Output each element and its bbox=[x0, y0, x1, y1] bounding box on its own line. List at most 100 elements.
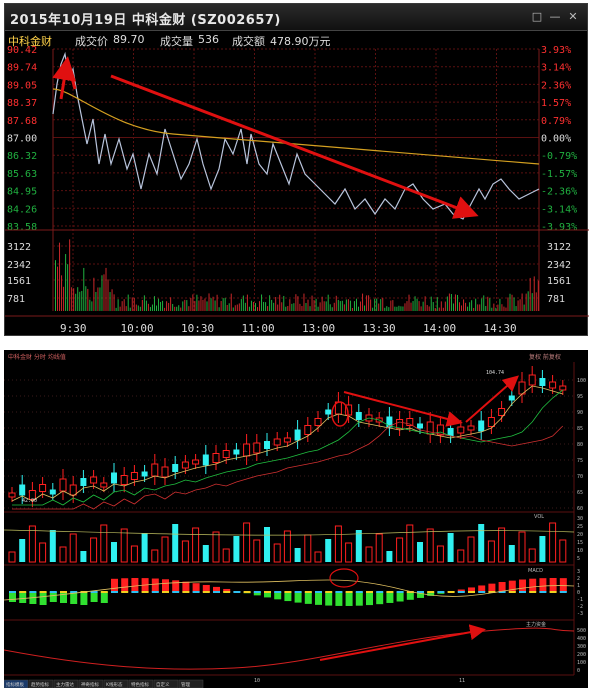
macd-bar-positive bbox=[457, 589, 465, 592]
macd-bar-negative bbox=[355, 592, 363, 606]
time-tick-label: 13:30 bbox=[363, 322, 396, 335]
candle-down bbox=[80, 478, 87, 486]
volume-bar-up bbox=[559, 539, 567, 563]
volume-bar-up bbox=[334, 525, 342, 563]
volume-bar bbox=[200, 296, 202, 311]
volume-bar bbox=[414, 296, 416, 311]
close-button[interactable]: ✕ bbox=[566, 10, 580, 24]
volume-bar bbox=[333, 302, 335, 311]
volume-bar-up bbox=[396, 537, 404, 563]
volume-bar-up bbox=[304, 534, 312, 563]
stock-name: 中科金财 bbox=[8, 35, 52, 48]
macd-zero-tick bbox=[488, 591, 496, 593]
volume-bar bbox=[315, 298, 317, 311]
volume-bar bbox=[198, 300, 200, 311]
candle-up bbox=[222, 450, 230, 458]
kline-chart-canvas: 中科金财 分时 均线值 复权 前复权10095908580757065603025… bbox=[4, 353, 586, 688]
volume-bar bbox=[271, 299, 273, 311]
price-tick-label: 87.68 bbox=[7, 116, 37, 127]
annotation-arrow-up bbox=[52, 56, 76, 100]
candle-up bbox=[59, 478, 67, 492]
volume-bar bbox=[103, 274, 105, 311]
volume-bar bbox=[448, 293, 450, 311]
macd-bar-positive bbox=[508, 580, 516, 592]
macd-bar-positive bbox=[172, 580, 180, 592]
volume-bar bbox=[289, 299, 291, 311]
volume-bar bbox=[145, 300, 147, 311]
volume-bar bbox=[141, 299, 143, 311]
time-tick-label: 9:30 bbox=[60, 322, 87, 335]
macd-zero-tick bbox=[121, 591, 129, 593]
volume-bar bbox=[422, 301, 424, 311]
volume-bar bbox=[529, 277, 531, 311]
candle-up bbox=[467, 425, 475, 431]
volume-bar bbox=[73, 288, 75, 311]
volume-bar-down bbox=[325, 539, 332, 562]
volume-tick: 10 bbox=[577, 548, 583, 554]
volume-bar bbox=[479, 304, 481, 311]
macd-bar-positive bbox=[519, 579, 526, 592]
macd-bar-negative bbox=[253, 592, 261, 596]
volume-bar bbox=[351, 307, 353, 311]
candle-up bbox=[528, 374, 536, 386]
volume-bar bbox=[489, 298, 491, 311]
volume-bar bbox=[57, 266, 59, 311]
annotation-arrow-down bbox=[110, 74, 479, 219]
volume-bar-down bbox=[386, 551, 393, 562]
candle-down bbox=[325, 409, 332, 415]
volume-bar bbox=[507, 297, 509, 311]
restore-button[interactable]: □ bbox=[530, 10, 544, 24]
macd-zero-tick bbox=[141, 591, 149, 593]
volume-bar bbox=[491, 307, 493, 311]
volume-bar-up bbox=[130, 545, 138, 563]
candle-up bbox=[406, 418, 414, 426]
candle-down bbox=[447, 428, 454, 436]
intraday-chart-panel: 2015年10月19日 中科金财 (SZ002657) □ — ✕ 中科金财 成… bbox=[4, 3, 589, 336]
macd-zero-tick bbox=[131, 591, 139, 593]
volume-bar-down bbox=[202, 545, 209, 562]
volume-ma-line bbox=[4, 529, 575, 536]
macd-zero-tick bbox=[19, 591, 27, 593]
volume-bar bbox=[234, 305, 236, 311]
indicator-tab bbox=[153, 679, 179, 688]
volume-bar bbox=[224, 297, 226, 311]
time-tick-label: 11:00 bbox=[242, 322, 275, 335]
volume-bar bbox=[293, 303, 295, 311]
volume-bar bbox=[186, 300, 188, 311]
volume-bar bbox=[475, 298, 477, 311]
volume-bar bbox=[380, 299, 382, 311]
volume-pane-label: VOL bbox=[534, 514, 544, 520]
macd-bar-negative bbox=[70, 592, 78, 604]
kline-price-tick: 65 bbox=[577, 490, 583, 496]
candle-down bbox=[264, 441, 270, 449]
volume-bar-up bbox=[222, 548, 230, 563]
volume-bar-up bbox=[273, 543, 281, 563]
macd-zero-tick bbox=[264, 591, 271, 593]
volume-bar bbox=[257, 307, 258, 311]
volume-bar bbox=[259, 301, 261, 311]
volume-bar bbox=[67, 264, 69, 311]
macd-zero-tick bbox=[284, 591, 292, 593]
macd-zero-tick bbox=[519, 591, 526, 593]
price-label: 成交价 bbox=[75, 35, 108, 48]
macd-zero-tick bbox=[355, 591, 363, 593]
chart-title: 2015年10月19日 中科金财 (SZ002657) bbox=[10, 13, 281, 28]
indicator-tab bbox=[178, 679, 204, 688]
macd-bar-positive bbox=[559, 578, 567, 592]
volume-bar bbox=[339, 301, 341, 311]
volume-bar bbox=[95, 292, 97, 311]
volume-bar bbox=[295, 294, 297, 311]
volume-bar bbox=[194, 301, 196, 311]
volume-tick-label-right: 1561 bbox=[547, 276, 571, 287]
indicator-tab-label: 指标模板 bbox=[6, 681, 24, 688]
minimize-button[interactable]: — bbox=[548, 10, 562, 24]
macd-zero-tick bbox=[70, 591, 78, 593]
flow-tick: 400 bbox=[577, 636, 586, 642]
volume-bar bbox=[117, 299, 119, 311]
macd-bar-negative bbox=[60, 592, 67, 603]
volume-bar bbox=[497, 304, 499, 311]
volume-bar bbox=[527, 291, 529, 311]
volume-bar bbox=[420, 306, 422, 311]
volume-bar bbox=[487, 296, 489, 311]
macd-zero-tick bbox=[29, 591, 37, 593]
